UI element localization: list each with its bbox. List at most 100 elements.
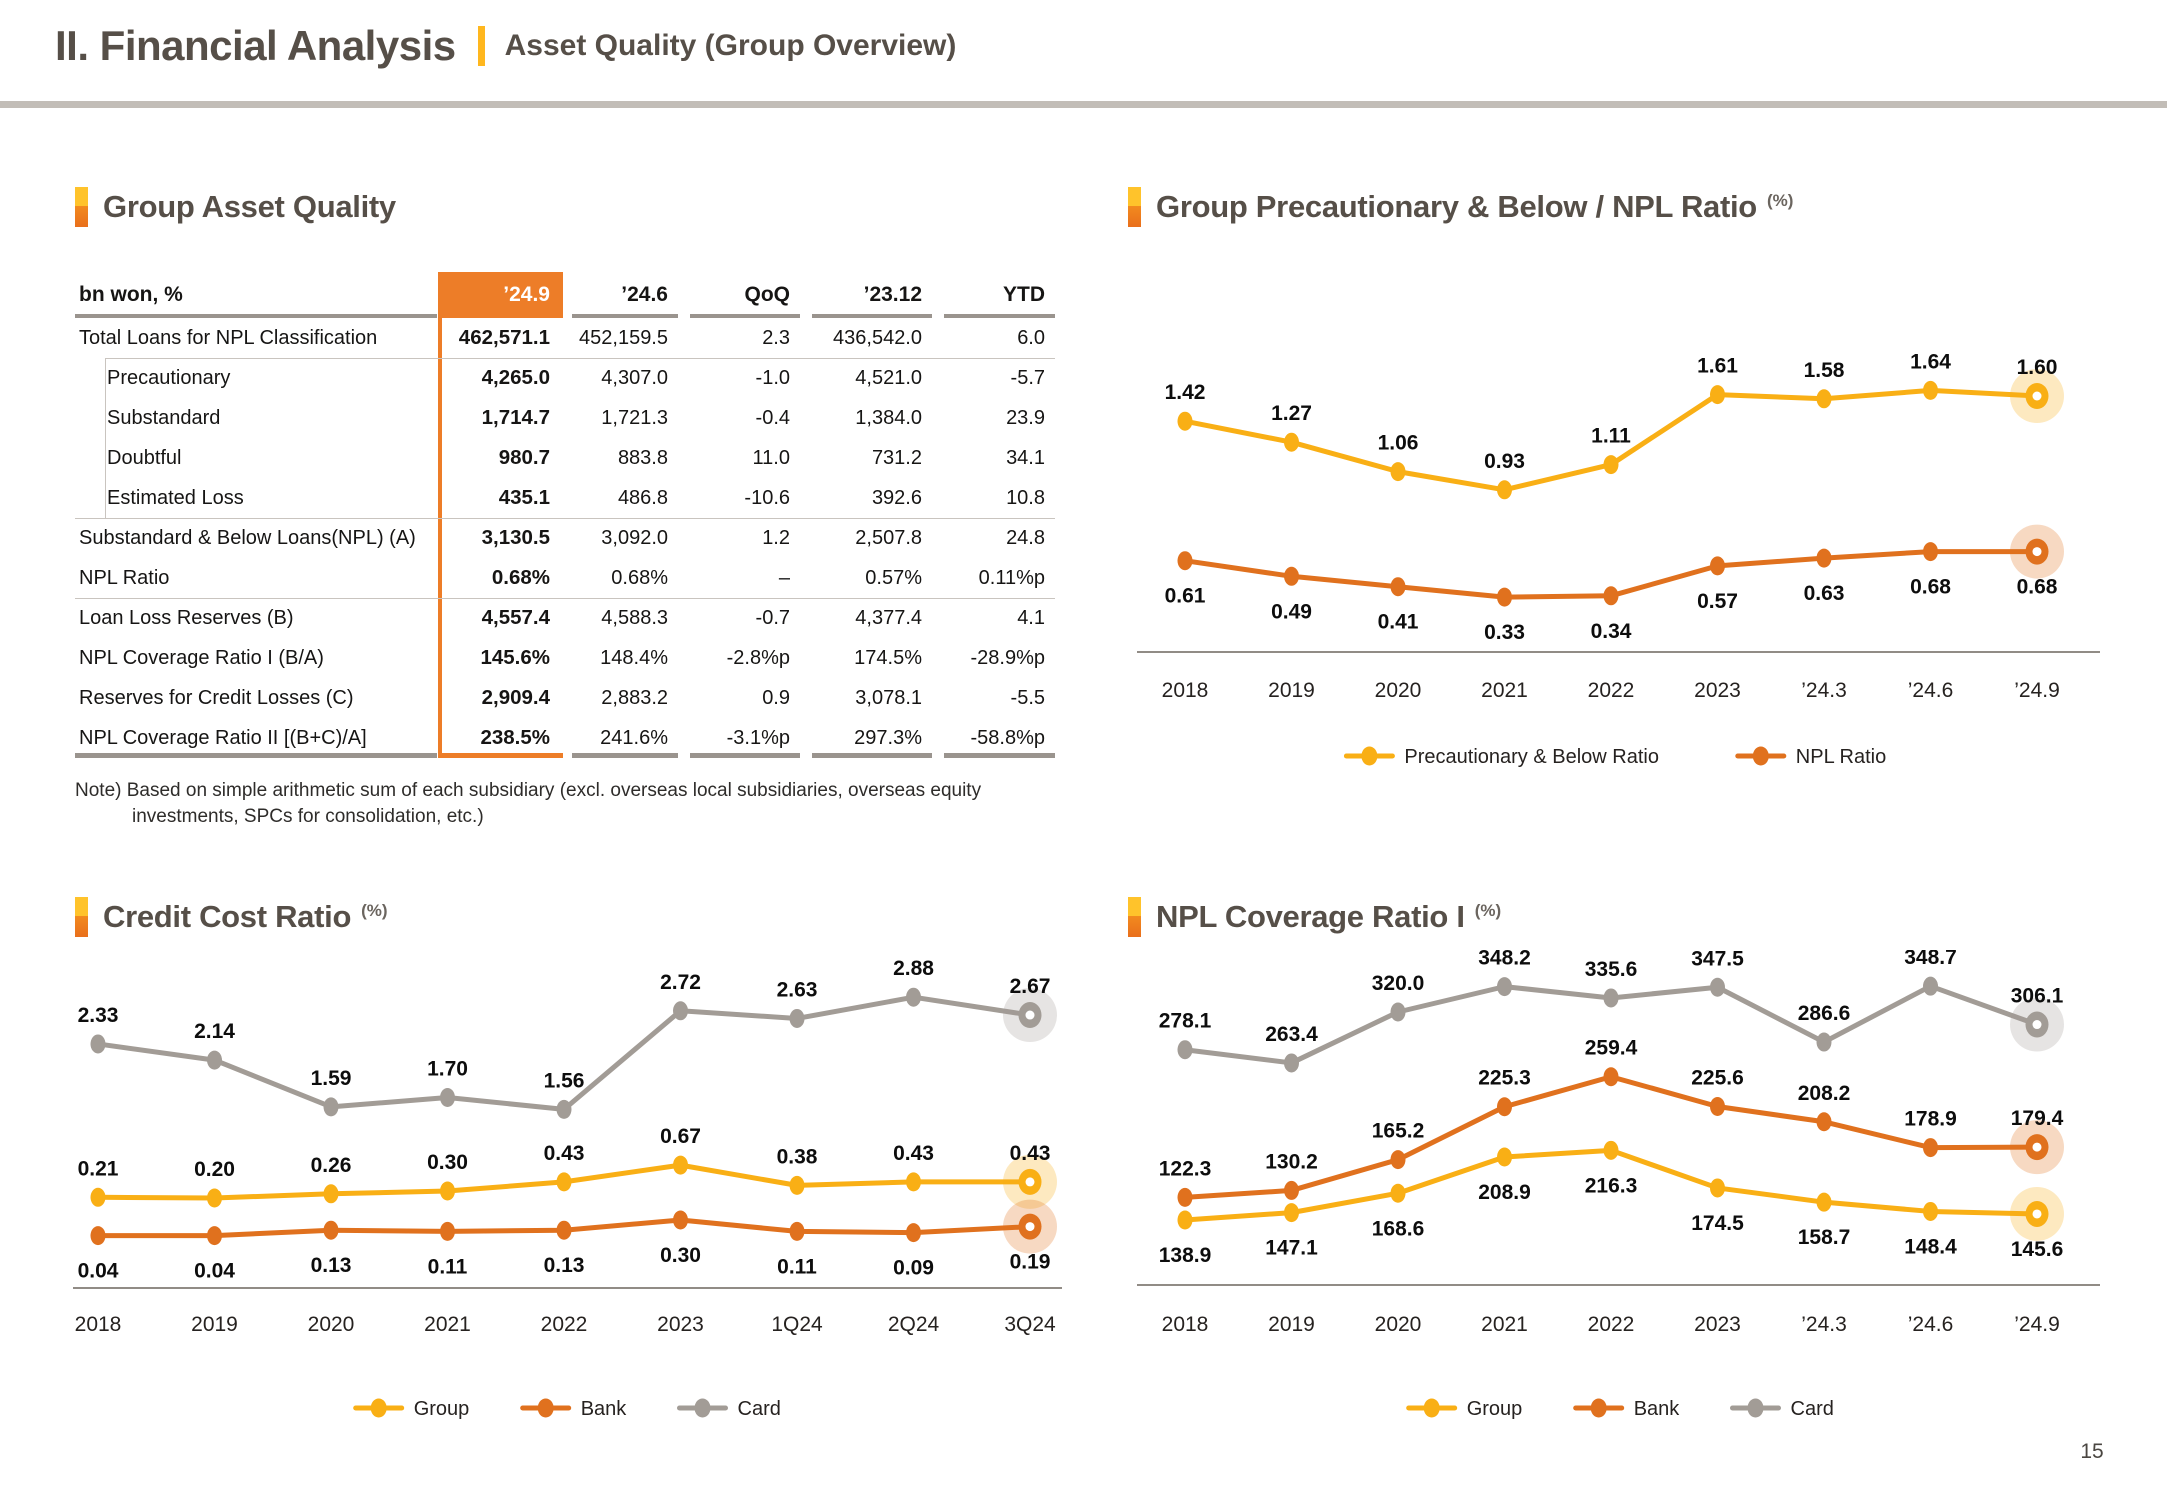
table-cell: 238.5% (480, 726, 550, 749)
data-point-label: 0.33 (1484, 621, 1525, 644)
section-unit-label: (%) (1474, 901, 1502, 920)
data-point-marker (90, 1187, 106, 1207)
page-number: 15 (2080, 1440, 2104, 1463)
data-point-marker (1710, 1096, 1725, 1116)
data-point-label: 1.42 (1165, 381, 1206, 404)
data-point-label: 1.11 (1591, 425, 1631, 448)
data-point-label: 259.4 (1585, 1037, 1638, 1060)
data-point-label: 1.56 (544, 1069, 585, 1092)
data-point-marker (556, 1172, 572, 1192)
table-cell: -3.1%p (726, 726, 790, 749)
table-column-header-qoq: QoQ (744, 283, 791, 306)
data-point-marker (1284, 1180, 1299, 1200)
legend-item-label: Precautionary & Below Ratio (1404, 746, 1659, 768)
data-point-label: 168.6 (1372, 1217, 1425, 1240)
x-axis-label: 2023 (1694, 1313, 1741, 1336)
table-cell: 2,909.4 (481, 686, 550, 709)
data-point-label: 0.38 (777, 1145, 818, 1168)
section-title-text: Credit Cost Ratio (103, 899, 352, 934)
section-marker-icon (1128, 897, 1141, 937)
data-point-label: 0.43 (1010, 1142, 1051, 1165)
table-row-label: Substandard & Below Loans(NPL) (A) (79, 526, 416, 549)
data-point-marker (440, 1181, 455, 1201)
table-unit-label: bn won, % (79, 283, 183, 306)
data-point-marker (673, 1155, 688, 1175)
table-bottom-bar (690, 753, 800, 758)
section-marker-icon (75, 897, 88, 937)
table-cell: 4,377.4 (855, 606, 922, 629)
table-cell: – (778, 566, 790, 589)
data-point-label: 1.64 (1910, 350, 1951, 373)
data-point-label: 0.13 (544, 1254, 585, 1277)
section-unit-label: (%) (361, 901, 388, 920)
table-cell: 6.0 (1017, 326, 1045, 349)
data-point-marker (1603, 455, 1619, 475)
table-cell: 1,721.3 (601, 406, 668, 429)
legend-item-label: Group (414, 1398, 470, 1420)
x-axis-label: 2021 (424, 1313, 471, 1336)
data-point-marker (1816, 548, 1832, 568)
data-point-marker (1390, 1150, 1406, 1170)
section-title-text: Group Asset Quality (103, 189, 396, 224)
data-point-marker (789, 1008, 805, 1028)
data-point-label: 2.33 (78, 1004, 119, 1027)
section-title-group-asset-quality: Group Asset Quality (75, 187, 396, 227)
table-cell: 452,159.5 (579, 326, 668, 349)
data-point-marker (90, 1034, 106, 1054)
table-cell: 436,542.0 (833, 326, 922, 349)
data-point-label: 147.1 (1265, 1237, 1318, 1260)
data-point-marker (323, 1220, 339, 1240)
table-column-header-23-12: ’23.12 (863, 283, 922, 306)
row-separator (105, 358, 1055, 359)
table-cell: 0.68% (491, 566, 550, 589)
table-column-header-24-9: ’24.9 (438, 272, 563, 318)
footnote-line: investments, SPCs for consolidation, etc… (132, 806, 484, 827)
data-point-label: 130.2 (1265, 1150, 1318, 1173)
data-point-marker (1816, 1032, 1832, 1052)
table-cell: 0.11%p (978, 566, 1045, 589)
data-point-label: 0.43 (893, 1142, 934, 1165)
legend-marker-dot (1361, 746, 1378, 766)
data-point-label: 348.2 (1478, 950, 1531, 970)
data-point-label: 0.63 (1804, 582, 1845, 605)
data-point-label: 208.2 (1798, 1082, 1851, 1105)
data-point-label: 0.34 (1591, 620, 1632, 643)
data-point-marker (323, 1097, 339, 1117)
data-point-marker (90, 1226, 106, 1246)
data-point-label: 0.04 (194, 1260, 235, 1283)
table-row-label: Estimated Loss (107, 486, 244, 509)
data-point-marker (1710, 977, 1725, 997)
table-cell: -5.5 (1010, 686, 1045, 709)
data-point-marker (207, 1188, 222, 1208)
data-point-label: 225.6 (1691, 1066, 1744, 1089)
x-axis-label: 2020 (1375, 1313, 1422, 1336)
data-point-center (1025, 1222, 1035, 1232)
data-point-marker (1816, 1112, 1832, 1132)
table-row-label: NPL Coverage Ratio I (B/A) (79, 646, 324, 669)
section-title-text: Group Precautionary & Below / NPL Ratio (1156, 189, 1757, 224)
table-cell: 2,883.2 (601, 686, 668, 709)
data-point-center (2032, 1020, 2042, 1030)
asset-quality-table: bn won, % ’24.9 ’24.6 QoQ ’23.12 YTD Tot… (75, 272, 1055, 758)
x-axis-label: ’24.9 (2014, 679, 2060, 702)
table-cell: -10.6 (744, 486, 790, 509)
row-separator (75, 598, 1055, 599)
data-point-label: 179.4 (2011, 1107, 2064, 1130)
data-point-marker (1177, 411, 1193, 431)
x-axis-label: 2021 (1481, 679, 1528, 702)
table-row-label: Total Loans for NPL Classification (79, 326, 378, 349)
data-point-label: 225.3 (1478, 1067, 1531, 1090)
table-cell: 392.6 (871, 486, 922, 509)
data-point-label: 0.30 (660, 1244, 701, 1267)
data-point-label: 1.27 (1271, 402, 1312, 425)
data-point-label: 1.58 (1804, 359, 1845, 382)
data-point-label: 0.30 (427, 1151, 468, 1174)
legend-marker-dot (694, 1398, 711, 1418)
data-point-marker (1497, 587, 1512, 607)
data-point-label: 0.26 (311, 1154, 352, 1177)
table-row-label: Loan Loss Reserves (B) (79, 606, 294, 629)
legend-item-label: NPL Ratio (1796, 746, 1886, 768)
x-axis-label: 2018 (1162, 1313, 1209, 1336)
data-point-marker (1284, 1053, 1299, 1073)
data-point-center (2032, 1209, 2042, 1219)
